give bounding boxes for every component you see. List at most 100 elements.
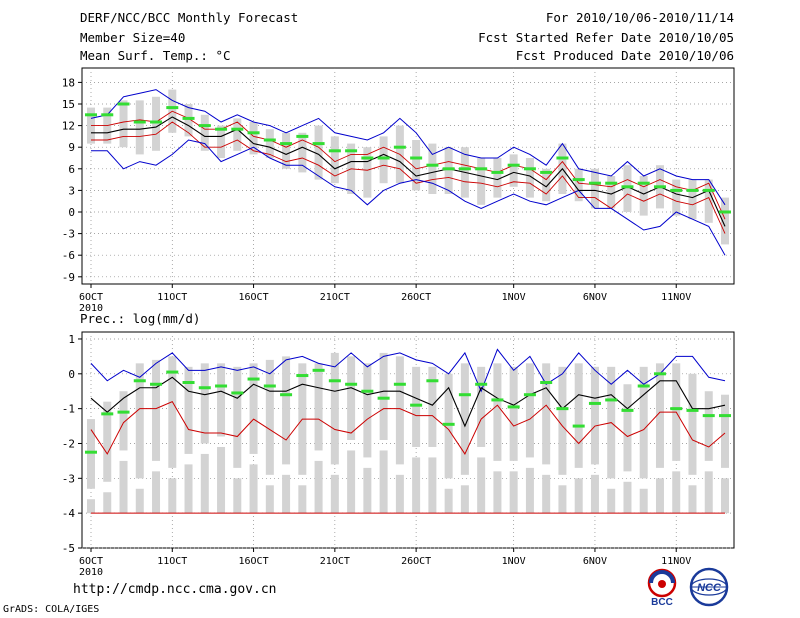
- temp-ytick-label: 6: [68, 163, 75, 176]
- prec-spread-box: [282, 474, 291, 514]
- prec-spread-box: [688, 373, 697, 475]
- prec-spread-box: [87, 419, 95, 489]
- temp-clim-marker: [670, 188, 683, 192]
- temp-xtick-label: 6NOV: [583, 292, 607, 303]
- prec-spread-box: [672, 471, 681, 514]
- temp-clim-marker: [605, 181, 618, 185]
- source-url[interactable]: http://cmdp.ncc.cma.gov.cn: [73, 582, 277, 597]
- temp-clim-marker: [653, 185, 666, 189]
- prec-spread-box: [704, 471, 713, 514]
- prec-clim-marker: [150, 382, 163, 386]
- temp-xtick-label: 26OCT: [401, 292, 431, 303]
- prec-clim-marker: [686, 408, 699, 412]
- prec-spread-box: [477, 457, 486, 514]
- temp-max-line: [91, 139, 726, 256]
- prec-spread-box: [233, 478, 242, 514]
- temp-xtick-label: 6OCT: [79, 292, 103, 303]
- prec-spread-box: [168, 356, 177, 468]
- temp-clim-marker: [702, 188, 715, 192]
- temp-spread-box: [379, 136, 388, 184]
- temp-clim-marker: [263, 138, 276, 142]
- prec-spread-box: [119, 460, 128, 514]
- temp-ytick-label: -9: [62, 271, 75, 284]
- prec-spread-box: [347, 450, 356, 514]
- temp-clim-marker: [475, 167, 488, 171]
- prec-spread-box: [688, 485, 697, 514]
- prec-clim-marker: [247, 377, 260, 381]
- prec-spread-box: [217, 446, 226, 514]
- temp-spread-box: [444, 147, 453, 194]
- prec-spread-box: [412, 366, 421, 447]
- prec-spread-box: [412, 457, 421, 514]
- temp-spread-box: [233, 118, 242, 151]
- svg-text:NCC: NCC: [697, 582, 722, 594]
- prec-spread-box: [87, 499, 95, 514]
- precip-panel-title: Prec.: log(mm/d): [80, 311, 201, 326]
- prec-ytick-label: -3: [62, 472, 75, 485]
- prec-spread-box: [493, 363, 502, 461]
- prec-spread-box: [721, 394, 729, 468]
- prec-xtick-label: 21OCT: [320, 556, 350, 567]
- prec-clim-marker: [653, 372, 666, 376]
- prec-spread-box: [363, 467, 372, 514]
- temp-spread-box: [265, 129, 274, 158]
- prec-spread-box: [558, 485, 567, 514]
- prec-spread-box: [152, 471, 161, 514]
- temp-xtick-label: 11NOV: [661, 292, 691, 303]
- prec-ytick-label: -5: [62, 542, 75, 555]
- temp-clim-marker: [231, 127, 244, 131]
- temp-xtick-label: 1NOV: [502, 292, 526, 303]
- temp-clim-marker: [133, 120, 146, 124]
- prec-xtick-label: 11NOV: [661, 556, 691, 567]
- temp-clim-marker: [621, 185, 634, 189]
- temp-spread-box: [282, 132, 291, 169]
- prec-max-line: [90, 348, 726, 393]
- prec-spread-box: [314, 363, 323, 451]
- prec-spread-box: [395, 356, 404, 465]
- temp-mean-line: [91, 116, 726, 227]
- temp-spread-box: [688, 179, 697, 220]
- prec-spread-box: [282, 356, 291, 465]
- prec-spread-box: [330, 474, 339, 514]
- prec-spread-box: [460, 363, 469, 475]
- prec-clim-marker: [263, 384, 276, 388]
- prec-spread-box: [184, 366, 193, 454]
- temp-lower-bound-line: [91, 121, 726, 234]
- prec-clim-marker: [572, 424, 585, 428]
- prec-spread-box: [493, 471, 502, 514]
- prec-spread-box: [574, 478, 583, 514]
- prec-clim-marker: [328, 379, 341, 383]
- prec-spread-box: [558, 366, 567, 475]
- temp-clim-marker: [491, 170, 504, 174]
- temp-clim-marker: [198, 124, 211, 128]
- prec-xtick-label: 16OCT: [239, 556, 269, 567]
- temp-clim-marker: [572, 178, 585, 182]
- temp-clim-marker: [166, 106, 179, 110]
- prec-clim-marker: [166, 370, 179, 374]
- prec-clim-marker: [198, 386, 211, 390]
- prec-clim-marker: [621, 408, 634, 412]
- prec-ytick-label: -4: [62, 507, 76, 520]
- prec-spread-box: [233, 366, 242, 468]
- temp-clim-marker: [296, 134, 309, 138]
- prec-spread-box: [119, 391, 128, 451]
- prec-clim-marker: [101, 412, 114, 416]
- temp-spread-box: [217, 125, 226, 158]
- prec-spread-box: [444, 488, 453, 514]
- prec-spread-box: [623, 384, 632, 472]
- temp-spread-box: [623, 165, 632, 212]
- prec-spread-box: [314, 460, 323, 514]
- temp-clim-marker: [540, 170, 553, 174]
- temp-spread-box: [135, 100, 144, 155]
- temp-year-label: 2010: [79, 303, 103, 314]
- prec-spread-box: [330, 352, 339, 465]
- prec-xtick-label: 1NOV: [502, 556, 526, 567]
- prec-spread-box: [217, 363, 226, 437]
- prec-ytick-label: 1: [68, 333, 75, 346]
- temp-spread-box: [363, 147, 372, 198]
- temp-spread-box: [298, 132, 307, 173]
- temp-ytick-label: -3: [62, 228, 75, 241]
- prec-spread-box: [477, 366, 486, 447]
- temp-ytick-label: 9: [68, 141, 75, 154]
